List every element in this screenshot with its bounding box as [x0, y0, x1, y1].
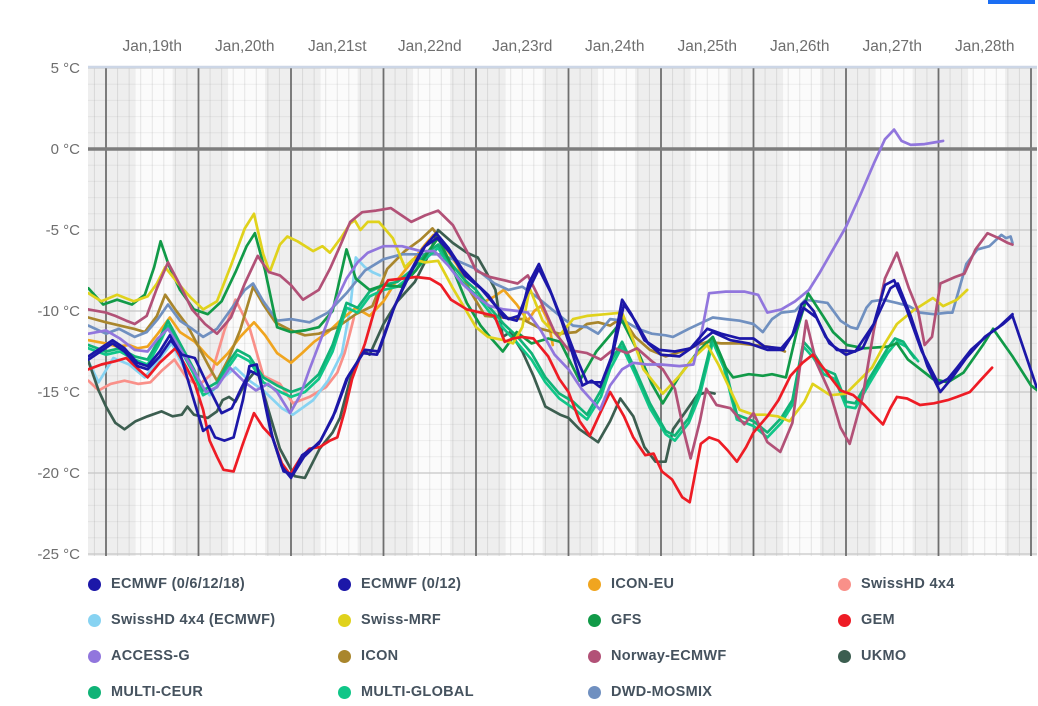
- y-axis-label: 5 °C: [51, 60, 81, 77]
- plot-area: [88, 66, 1037, 556]
- legend-color-dot: [588, 685, 601, 699]
- x-axis-label: Jan,26th: [770, 38, 829, 55]
- temperature-forecast-chart: Jan,19th Jan,20th Jan,21st Jan,22nd Jan,23rd…: [37, 38, 1037, 563]
- y-axis-label: -25 °C: [37, 546, 80, 563]
- legend-color-dot: [338, 649, 351, 663]
- legend-label: ICON-EU: [611, 576, 675, 592]
- legend-label: GEM: [861, 612, 895, 628]
- legend-item-ecmwf-0-12[interactable]: ECMWF (0/12): [338, 574, 461, 594]
- legend-item-swisshd-4x4-ecmwf[interactable]: SwissHD 4x4 (ECMWF): [88, 610, 275, 630]
- legend-item-icon[interactable]: ICON: [338, 646, 398, 666]
- x-axis-label: Jan,27th: [863, 38, 922, 55]
- x-axis-label: Jan,25th: [678, 38, 737, 55]
- y-axis-label: -20 °C: [37, 465, 80, 482]
- x-axis-label: Jan,24th: [585, 38, 644, 55]
- chart-legend: ECMWF (0/6/12/18) ECMWF (0/12) ICON-EU Swis…: [0, 566, 1038, 706]
- legend-item-multi-ceur[interactable]: MULTI-CEUR: [88, 682, 203, 702]
- legend-label: ACCESS-G: [111, 648, 190, 664]
- legend-color-dot: [88, 577, 101, 591]
- x-axis-label: Jan,23rd: [492, 38, 552, 55]
- legend-color-dot: [338, 613, 351, 627]
- legend-color-dot: [838, 577, 851, 591]
- legend-label: GFS: [611, 612, 642, 628]
- series-line-swiss-mrf[interactable]: [88, 212, 969, 423]
- legend-item-swiss-mrf[interactable]: Swiss-MRF: [338, 610, 441, 630]
- series-line-ukmo[interactable]: [88, 228, 716, 480]
- y-axis-label: 0 °C: [51, 141, 81, 158]
- x-axis-label: Jan,21st: [308, 38, 367, 55]
- legend-color-dot: [588, 577, 601, 591]
- legend-color-dot: [838, 649, 851, 663]
- legend-item-ecmwf-0-6-12-18[interactable]: ECMWF (0/6/12/18): [88, 574, 245, 594]
- series-line-swisshd-4x4[interactable]: [88, 298, 356, 405]
- partial-button-fragment[interactable]: [988, 0, 1035, 4]
- legend-item-dwd-mosmix[interactable]: DWD-MOSMIX: [588, 682, 712, 702]
- legend-label: DWD-MOSMIX: [611, 684, 713, 700]
- legend-color-dot: [588, 613, 601, 627]
- legend-color-dot: [338, 685, 351, 699]
- series-line-ecmwf-0-6-12-18[interactable]: [88, 231, 1037, 480]
- x-axis-label: Jan,20th: [215, 38, 274, 55]
- x-axis-label: Jan,28th: [955, 38, 1014, 55]
- legend-label: ECMWF (0/12): [361, 576, 462, 592]
- series-line-gem[interactable]: [88, 275, 994, 504]
- series-line-access-g[interactable]: [88, 128, 945, 415]
- legend-item-icon-eu[interactable]: ICON-EU: [588, 574, 674, 594]
- y-axis-label: -15 °C: [37, 384, 80, 401]
- legend-color-dot: [588, 649, 601, 663]
- legend-item-access-g[interactable]: ACCESS-G: [88, 646, 190, 666]
- series-line-icon[interactable]: [88, 227, 787, 383]
- legend-label: ICON: [361, 648, 399, 664]
- legend-item-multi-global[interactable]: MULTI-GLOBAL: [338, 682, 474, 702]
- legend-color-dot: [88, 649, 101, 663]
- y-axis-label: -5 °C: [46, 222, 81, 239]
- legend-label: Swiss-MRF: [361, 612, 442, 628]
- legend-item-norway-ecmwf[interactable]: Norway-ECMWF: [588, 646, 727, 666]
- x-axis-label: Jan,22nd: [398, 38, 462, 55]
- series-line-swisshd-4x4-ecmwf[interactable]: [88, 256, 382, 417]
- legend-item-gfs[interactable]: GFS: [588, 610, 642, 630]
- legend-label: UKMO: [861, 648, 907, 664]
- legend-label: ECMWF (0/6/12/18): [111, 576, 246, 592]
- legend-label: Norway-ECMWF: [611, 648, 727, 664]
- legend-color-dot: [338, 577, 351, 591]
- legend-item-swisshd-4x4[interactable]: SwissHD 4x4: [838, 574, 955, 594]
- legend-item-ukmo[interactable]: UKMO: [838, 646, 907, 666]
- legend-color-dot: [88, 613, 101, 627]
- legend-label: SwissHD 4x4: [861, 576, 955, 592]
- series-line-gfs[interactable]: [88, 231, 1037, 405]
- x-axis-label: Jan,19th: [123, 38, 182, 55]
- y-axis-label: -10 °C: [37, 303, 80, 320]
- legend-label: SwissHD 4x4 (ECMWF): [111, 612, 276, 628]
- legend-color-dot: [838, 613, 851, 627]
- legend-item-gem[interactable]: GEM: [838, 610, 895, 630]
- legend-label: MULTI-CEUR: [111, 684, 204, 700]
- legend-label: MULTI-GLOBAL: [361, 684, 474, 700]
- legend-color-dot: [88, 685, 101, 699]
